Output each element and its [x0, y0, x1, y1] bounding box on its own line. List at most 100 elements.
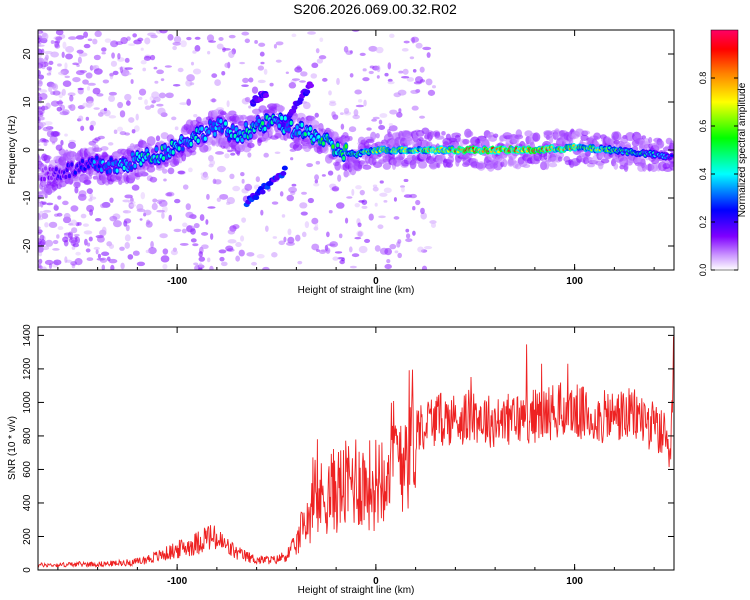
- heatmap-halo-cell: [407, 154, 414, 162]
- heatmap-noise-cell: [420, 212, 427, 220]
- heatmap-ridge-core: [153, 159, 157, 164]
- heatmap-ridge-core: [162, 156, 166, 161]
- heatmap-halo-cell: [415, 130, 425, 137]
- heatmap-noise-cell: [136, 203, 144, 211]
- heatmap-noise-cell: [379, 113, 388, 118]
- heatmap-noise-cell: [216, 165, 226, 173]
- heatmap-noise-cell: [387, 80, 395, 85]
- heatmap-noise-cell: [328, 101, 337, 107]
- heatmap-noise-cell: [177, 170, 186, 175]
- heatmap-noise-cell: [158, 92, 166, 99]
- heatmap-noise-cell: [420, 207, 425, 214]
- heatmap-ridge-core: [303, 131, 308, 137]
- heatmap-noise-cell: [263, 152, 269, 158]
- heatmap-halo-cell: [593, 132, 601, 140]
- heatmap-halo-cell: [146, 165, 156, 173]
- heatmap-halo-cell: [548, 162, 558, 168]
- heatmap-noise-cell: [41, 105, 49, 111]
- heatmap-ridge-core: [331, 144, 335, 149]
- heatmap-noise-cell: [108, 115, 117, 119]
- heatmap-noise-cell: [422, 46, 432, 51]
- heatmap-halo-cell: [586, 149, 591, 157]
- heatmap-noise-cell: [331, 111, 336, 118]
- heatmap-halo-cell: [669, 161, 674, 171]
- heatmap-noise-cell: [58, 99, 63, 107]
- heatmap-noise-cell: [100, 203, 107, 209]
- heatmap-noise-cell: [362, 77, 370, 82]
- heatmap-noise-cell: [159, 30, 168, 34]
- snr-y-tick-label: 400: [22, 494, 33, 511]
- heatmap-noise-cell: [314, 179, 319, 184]
- heatmap-noise-cell: [412, 68, 417, 73]
- heatmap-noise-cell: [89, 192, 93, 199]
- heatmap-noise-cell: [61, 88, 66, 96]
- heatmap-noise-cell: [200, 174, 209, 181]
- heatmap-noise-cell: [403, 178, 409, 183]
- heatmap-noise-cell: [54, 41, 60, 48]
- heatmap-noise-cell: [138, 96, 143, 101]
- heatmap-noise-cell: [94, 137, 101, 141]
- spectrogram-y-tick-label: -10: [22, 190, 33, 205]
- heatmap-noise-cell: [393, 197, 397, 202]
- heatmap-noise-cell: [190, 214, 197, 220]
- heatmap-halo-cell: [522, 163, 531, 168]
- heatmap-noise-cell: [244, 96, 251, 103]
- heatmap-ridge-core: [95, 155, 99, 161]
- heatmap-noise-cell: [251, 86, 259, 94]
- heatmap-noise-cell: [377, 224, 384, 230]
- heatmap-noise-cell: [79, 70, 87, 73]
- heatmap-noise-cell: [156, 209, 165, 213]
- heatmap-noise-cell: [85, 116, 90, 121]
- snr-y-tick-label: 1000: [22, 391, 33, 414]
- heatmap-noise-cell: [94, 30, 102, 38]
- heatmap-noise-cell: [341, 258, 346, 262]
- heatmap-noise-cell: [143, 209, 152, 216]
- heatmap-noise-cell: [149, 176, 158, 183]
- heatmap-noise-cell: [135, 113, 139, 121]
- heatmap-noise-cell: [349, 265, 357, 269]
- heatmap-noise-cell: [351, 253, 360, 258]
- heatmap-noise-cell: [389, 33, 395, 38]
- heatmap-noise-cell: [192, 243, 199, 247]
- heatmap-noise-cell: [220, 261, 228, 267]
- heatmap-noise-cell: [177, 67, 184, 73]
- heatmap-noise-cell: [206, 193, 210, 200]
- heatmap-noise-cell: [62, 236, 69, 243]
- snr-y-axis-label: SNR (10 * v/v): [7, 416, 18, 480]
- heatmap-noise-cell: [38, 62, 44, 69]
- heatmap-noise-cell: [389, 243, 397, 250]
- heatmap-ridge-core: [300, 122, 304, 128]
- heatmap-noise-cell: [72, 62, 79, 66]
- heatmap-noise-cell: [227, 239, 237, 244]
- heatmap-noise-cell: [215, 151, 224, 155]
- heatmap-noise-cell: [129, 203, 136, 207]
- heatmap-noise-cell: [247, 152, 252, 158]
- heatmap-noise-cell: [221, 70, 226, 76]
- heatmap-noise-cell: [376, 75, 380, 79]
- heatmap-noise-cell: [67, 104, 73, 109]
- heatmap-noise-cell: [394, 250, 399, 254]
- heatmap-noise-cell: [46, 66, 53, 71]
- heatmap-noise-cell: [50, 130, 60, 137]
- heatmap-noise-cell: [56, 106, 63, 112]
- heatmap-noise-cell: [275, 59, 282, 63]
- heatmap-noise-cell: [218, 37, 224, 41]
- heatmap-noise-cell: [255, 176, 261, 183]
- heatmap-noise-cell: [241, 84, 249, 88]
- heatmap-noise-cell: [209, 265, 214, 270]
- heatmap-noise-cell: [86, 188, 93, 194]
- heatmap-noise-cell: [148, 246, 157, 255]
- heatmap-noise-cell: [43, 139, 50, 143]
- heatmap-noise-cell: [384, 72, 389, 77]
- heatmap-noise-cell: [77, 87, 84, 91]
- heatmap-halo-cell: [347, 136, 353, 141]
- heatmap-ridge-core: [67, 173, 72, 179]
- heatmap-noise-cell: [193, 222, 200, 229]
- heatmap-noise-cell: [374, 245, 381, 252]
- heatmap-noise-cell: [124, 67, 134, 70]
- heatmap-ridge-core: [295, 125, 299, 130]
- heatmap-noise-cell: [406, 77, 415, 82]
- heatmap-noise-cell: [345, 50, 353, 56]
